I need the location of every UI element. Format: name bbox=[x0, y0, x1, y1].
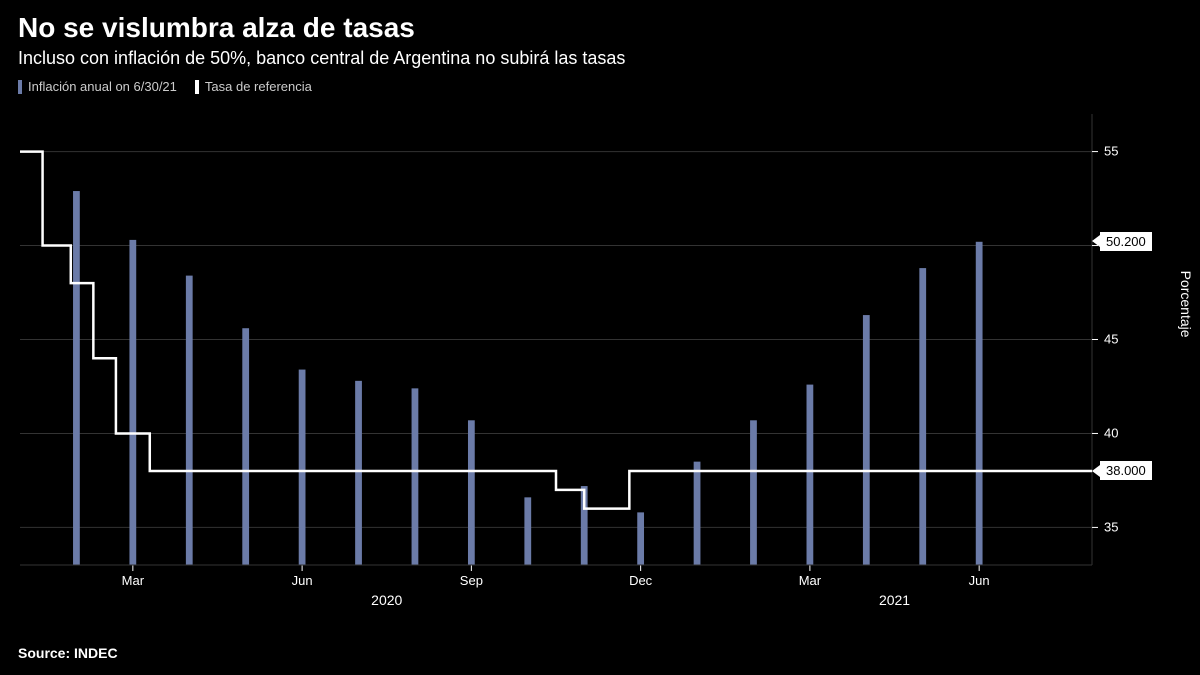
value-callout: 38.000 bbox=[1100, 461, 1152, 480]
chart-subtitle: Incluso con inflación de 50%, banco cent… bbox=[0, 46, 1200, 75]
svg-text:Jun: Jun bbox=[969, 573, 990, 588]
svg-text:Jun: Jun bbox=[292, 573, 313, 588]
legend: Inflación anual on 6/30/21 Tasa de refer… bbox=[0, 75, 1200, 100]
svg-text:40: 40 bbox=[1104, 425, 1118, 440]
y-axis-label: Porcentaje bbox=[1178, 270, 1194, 337]
legend-swatch-inflation bbox=[18, 80, 22, 94]
svg-text:2021: 2021 bbox=[879, 592, 910, 608]
svg-text:Sep: Sep bbox=[460, 573, 483, 588]
svg-text:35: 35 bbox=[1104, 519, 1118, 534]
value-callout: 50.200 bbox=[1100, 232, 1152, 251]
legend-swatch-rate bbox=[195, 80, 199, 94]
svg-text:55: 55 bbox=[1104, 144, 1118, 159]
chart-title: No se vislumbra alza de tasas bbox=[0, 0, 1200, 46]
chart-area: 3540455055MarJunSepDecMarJun20202021 Por… bbox=[18, 110, 1182, 615]
legend-label-inflation: Inflación anual on 6/30/21 bbox=[28, 79, 177, 94]
svg-text:45: 45 bbox=[1104, 332, 1118, 347]
chart-svg: 3540455055MarJunSepDecMarJun20202021 bbox=[18, 110, 1182, 615]
svg-text:2020: 2020 bbox=[371, 592, 402, 608]
legend-label-rate: Tasa de referencia bbox=[205, 79, 312, 94]
legend-item-inflation: Inflación anual on 6/30/21 bbox=[18, 79, 177, 94]
svg-text:Dec: Dec bbox=[629, 573, 653, 588]
svg-text:Mar: Mar bbox=[799, 573, 822, 588]
svg-text:Mar: Mar bbox=[122, 573, 145, 588]
source-label: Source: INDEC bbox=[18, 645, 118, 661]
legend-item-rate: Tasa de referencia bbox=[195, 79, 312, 94]
